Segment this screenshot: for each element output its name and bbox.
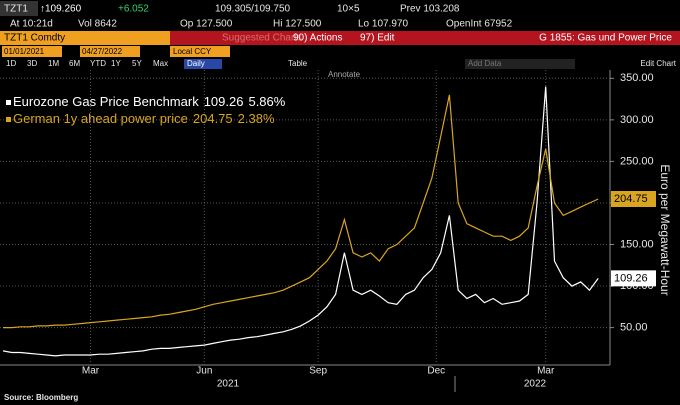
y-tick-label: 150.00 [620, 238, 654, 250]
table-button[interactable]: Table [288, 59, 308, 68]
edit-menu[interactable]: 97) Edit [360, 33, 395, 44]
currency[interactable]: Local CCY [173, 47, 212, 56]
legend-entry: Eurozone Gas Price Benchmark 109.26 5.86% [13, 94, 286, 109]
legend-change: 5.86% [248, 94, 285, 109]
y-tick-label: 50.00 [620, 322, 648, 334]
end-date-box[interactable] [80, 46, 140, 57]
legend-swatch [6, 117, 11, 122]
series-line [2, 86, 599, 357]
legend-last: 109.26 [204, 94, 244, 109]
edit-chart[interactable]: Edit Chart [640, 59, 676, 68]
legend-name: Eurozone Gas Price Benchmark [13, 94, 199, 109]
x-tick-label: Dec [427, 366, 445, 377]
last-value-label: 204.75 [614, 193, 648, 205]
period-button[interactable]: YTD [90, 59, 106, 68]
period-button[interactable]: 1M [48, 59, 59, 68]
y-tick-label: 250.00 [620, 155, 654, 167]
x-tick-label: Mar [537, 366, 555, 377]
last-value-box [611, 270, 656, 287]
last-price: ↑109.260 [40, 4, 82, 15]
end-date[interactable]: 04/27/2022 [82, 47, 123, 56]
y-tick-label: 300.00 [620, 114, 654, 126]
frequency[interactable]: Daily [187, 59, 205, 68]
low: Lo 107.970 [358, 19, 408, 30]
last-value-box [611, 191, 656, 208]
volume: Vol 8642 [78, 19, 117, 30]
period-button[interactable]: 3D [27, 59, 37, 68]
year-label: 2022 [524, 379, 547, 390]
y-tick-label: 350.00 [620, 72, 654, 84]
time: At 10:21d [10, 19, 53, 30]
add-data[interactable]: Add Data [468, 59, 502, 68]
x-tick-label: Mar [82, 366, 100, 377]
annotate[interactable]: Annotate [328, 70, 361, 79]
period-button[interactable]: 1Y [111, 59, 121, 68]
period-button[interactable]: 6M [69, 59, 80, 68]
open: Op 127.500 [180, 19, 233, 30]
x-tick-label: Sep [309, 366, 327, 377]
ticker: TZT1 [4, 4, 28, 15]
chart-name: G 1855: Gas und Power Price [539, 33, 672, 44]
period-button[interactable]: 1D [6, 59, 16, 68]
period-buttons: 1D 3D 1M 6M YTD 1Y 5Y Max [6, 59, 168, 68]
prev: Prev 103.208 [400, 4, 460, 15]
legend-change: 2.38% [238, 111, 275, 126]
legend-last: 204.75 [193, 111, 233, 126]
change: +6.052 [118, 4, 149, 15]
last-value-label: 109.26 [614, 272, 648, 284]
menu-bar [170, 31, 680, 45]
legend-name: German 1y ahead power price [13, 111, 188, 126]
start-date-box[interactable] [2, 46, 62, 57]
source: Source: Bloomberg [4, 393, 78, 402]
open-interest: OpenInt 67952 [446, 19, 513, 30]
series-line [3, 94, 599, 329]
start-date[interactable]: 01/01/2021 [4, 47, 45, 56]
x-tick-label: Jun [196, 366, 212, 377]
bid-ask: 109.305/109.750 [215, 4, 291, 15]
y-axis-title: Euro per Megawatt-Hour [658, 164, 672, 295]
period-button[interactable]: 5Y [132, 59, 142, 68]
legend-swatch [6, 100, 11, 105]
security: TZT1 Comdty [4, 33, 65, 44]
year-label: 2021 [217, 379, 240, 390]
suggested-charts[interactable]: Suggested Charts [222, 33, 302, 44]
high: Hi 127.500 [273, 19, 322, 30]
period-button[interactable]: Max [153, 59, 168, 68]
add-data-box[interactable] [465, 59, 575, 69]
legend-entry: German 1y ahead power price 204.75 2.38% [13, 111, 275, 126]
frequency-box[interactable] [184, 59, 222, 69]
size: 10×5 [337, 4, 360, 15]
currency-box[interactable] [170, 46, 230, 57]
actions-menu[interactable]: 90) Actions [293, 33, 342, 44]
security-bar [0, 31, 170, 45]
ticker-box [0, 1, 38, 16]
